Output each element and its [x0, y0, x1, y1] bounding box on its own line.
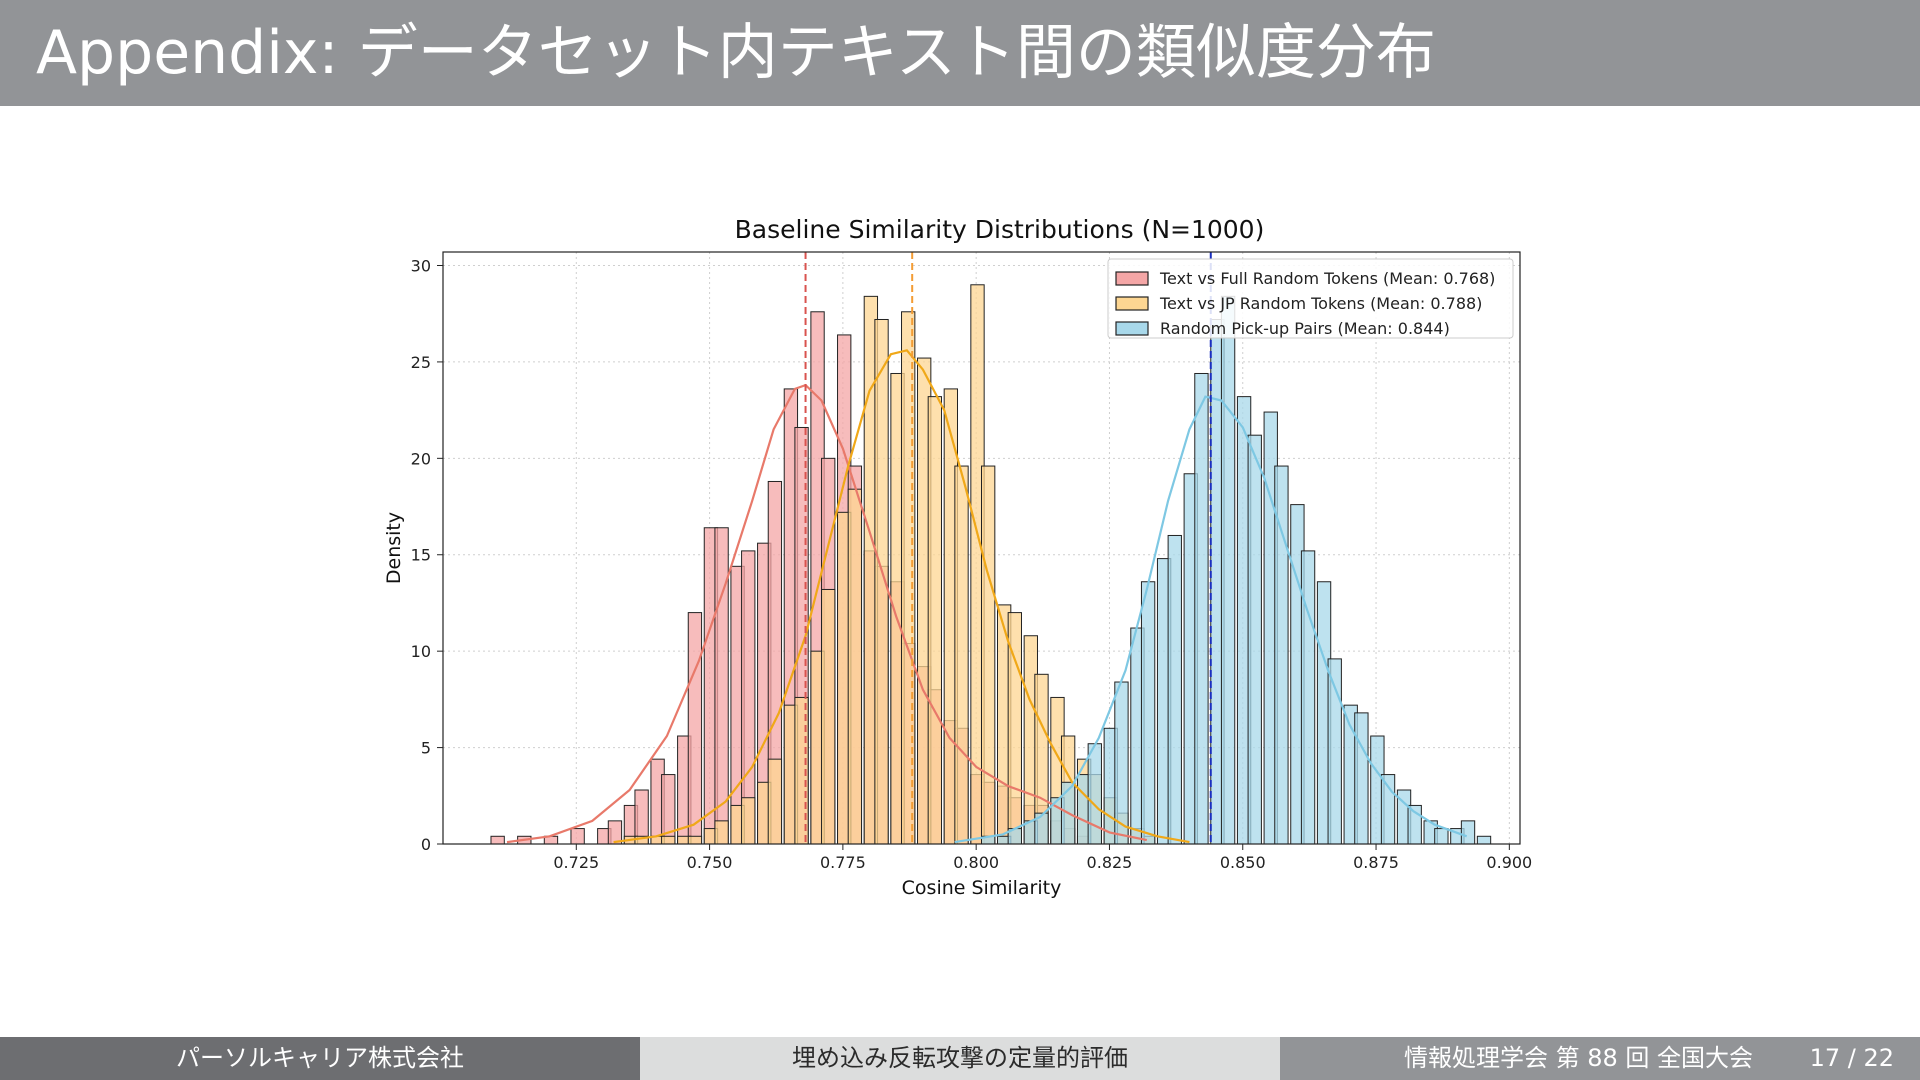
legend-label: Random Pick-up Pairs (Mean: 0.844) [1160, 319, 1450, 338]
kde-curve-series-1 [506, 383, 1148, 844]
title-bar: Appendix: データセット内テキスト間の類似度分布 [0, 0, 1920, 106]
histogram-bar-series-3 [1476, 835, 1492, 845]
histogram-bar-series-3 [1194, 372, 1209, 845]
histogram-bar-series-2 [954, 465, 969, 845]
y-tick-label: 5 [421, 739, 431, 758]
chart-title: Baseline Similarity Distributions (N=100… [735, 215, 1265, 244]
footer: パーソルキャリア株式会社 埋め込み反転攻撃の定量的評価 情報処理学会 第 88 … [0, 1037, 1920, 1080]
footer-company: パーソルキャリア株式会社 [0, 1037, 640, 1080]
kde-curve-series-3 [954, 395, 1468, 844]
footer-talk-title: 埋め込み反転攻撃の定量的評価 [640, 1037, 1280, 1080]
histogram-bar-series-3 [1434, 828, 1449, 845]
histogram-bar-series-3 [1300, 550, 1316, 845]
histogram-bar-series-2 [767, 758, 783, 845]
histogram-bar-series-2 [821, 588, 836, 845]
histogram-bar-series-3 [1140, 581, 1156, 845]
y-tick-label: 10 [411, 642, 431, 661]
footer-conference: 情報処理学会 第 88 回 全国大会 [1404, 1044, 1754, 1072]
histogram-bar-series-3 [1167, 534, 1182, 845]
x-tick-label: 0.900 [1486, 853, 1532, 872]
histogram-bar-series-3 [1460, 820, 1476, 845]
chart-container: 0.725 0.750 0.775 0.800 0.825 0.850 0.875 0.900… [360, 200, 1560, 920]
histogram-bar-series-3 [1354, 712, 1369, 845]
y-tick-label: 20 [411, 449, 431, 468]
x-axis-label: Cosine Similarity [902, 877, 1062, 899]
histogram-bar-series-2 [981, 465, 996, 845]
y-tick-label: 0 [421, 835, 431, 854]
slide-title: Appendix: データセット内テキスト間の類似度分布 [36, 18, 1436, 88]
histogram-bar-series-3 [1247, 434, 1262, 845]
x-tick-label: 0.800 [953, 853, 999, 872]
legend-swatch [1115, 321, 1149, 336]
x-tick-label: 0.875 [1353, 853, 1399, 872]
legend-label: Text vs JP Random Tokens (Mean: 0.788) [1159, 294, 1482, 313]
histogram-bar-series-3 [1274, 465, 1289, 845]
y-tick-label: 30 [411, 256, 431, 275]
histogram-bar-series-1 [570, 828, 585, 845]
x-tick-label: 0.750 [687, 853, 733, 872]
histogram-bar-series-2 [687, 835, 703, 845]
legend-label: Text vs Full Random Tokens (Mean: 0.768) [1159, 269, 1495, 288]
kde-curve-series-2 [613, 349, 1190, 844]
footer-right: 情報処理学会 第 88 回 全国大会 17 / 22 [1280, 1037, 1920, 1080]
legend-box [1107, 258, 1514, 339]
x-tick-label: 0.725 [553, 853, 599, 872]
legend-swatch [1115, 271, 1149, 286]
x-tick-label: 0.825 [1087, 853, 1133, 872]
histogram-bar-series-2 [847, 488, 863, 845]
histogram-bar-series-2 [661, 835, 676, 845]
histogram-bar-series-1 [490, 835, 505, 845]
histogram-bar-series-1 [714, 527, 729, 845]
y-axis-label: Density [383, 512, 405, 584]
legend-swatch [1115, 296, 1149, 311]
histogram-chart: 0.725 0.750 0.775 0.800 0.825 0.850 0.875 0.900… [383, 215, 1532, 899]
x-tick-label: 0.850 [1220, 853, 1266, 872]
page-number: 17 / 22 [1809, 1044, 1894, 1072]
histogram-bar-series-2 [927, 396, 943, 845]
histogram-bar-series-1 [687, 612, 703, 845]
x-tick-label: 0.775 [820, 853, 866, 872]
y-tick-label: 15 [411, 546, 431, 565]
plot-frame [442, 251, 1521, 845]
histogram-bar-series-2 [714, 820, 729, 845]
y-tick-label: 25 [411, 353, 431, 372]
histogram-bar-series-2 [741, 797, 756, 845]
histogram-bar-series-3 [1220, 295, 1236, 845]
